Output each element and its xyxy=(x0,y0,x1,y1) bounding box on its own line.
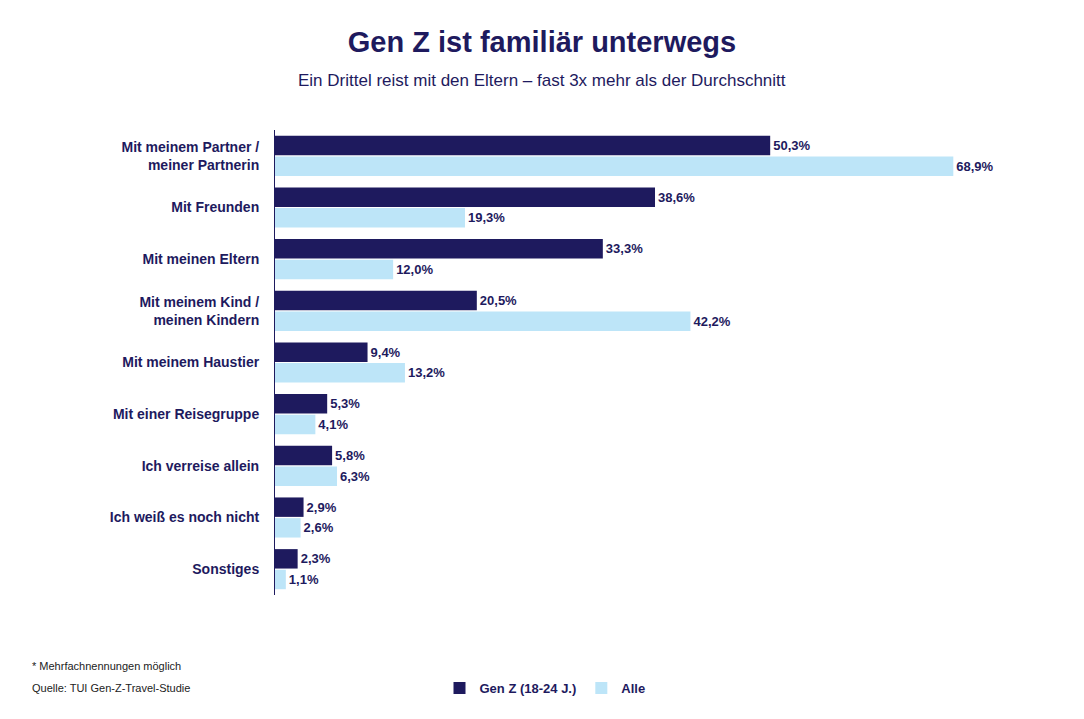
svg-text:42,2%: 42,2% xyxy=(693,314,730,329)
svg-text:Quelle: TUI Gen-Z-Travel-Studi: Quelle: TUI Gen-Z-Travel-Studie xyxy=(32,682,190,694)
svg-text:6,3%: 6,3% xyxy=(340,469,370,484)
svg-text:50,3%: 50,3% xyxy=(773,138,810,153)
svg-text:12,0%: 12,0% xyxy=(396,262,433,277)
svg-text:2,6%: 2,6% xyxy=(304,520,334,535)
svg-text:Mit meinen Eltern: Mit meinen Eltern xyxy=(143,251,260,267)
svg-text:38,6%: 38,6% xyxy=(658,190,695,205)
svg-text:Gen Z (18-24 J.): Gen Z (18-24 J.) xyxy=(480,681,577,696)
svg-text:5,8%: 5,8% xyxy=(335,448,365,463)
svg-text:19,3%: 19,3% xyxy=(468,210,505,225)
svg-text:Mit meinem Partner /meiner Par: Mit meinem Partner /meiner Partnerin xyxy=(121,139,259,173)
svg-text:Mit meinem Kind /meinen Kinder: Mit meinem Kind /meinen Kindern xyxy=(139,294,259,328)
svg-text:* Mehrfachnennungen möglich: * Mehrfachnennungen möglich xyxy=(32,660,181,672)
svg-text:1,1%: 1,1% xyxy=(289,572,319,587)
svg-text:Ich weiß es noch nicht: Ich weiß es noch nicht xyxy=(110,509,260,525)
svg-text:2,3%: 2,3% xyxy=(301,551,331,566)
svg-text:5,3%: 5,3% xyxy=(330,396,360,411)
svg-text:Ein Drittel reist mit den Elte: Ein Drittel reist mit den Eltern – fast … xyxy=(298,71,786,90)
svg-text:Mit meinem Haustier: Mit meinem Haustier xyxy=(122,354,259,370)
svg-text:Gen Z ist familiär unterwegs: Gen Z ist familiär unterwegs xyxy=(348,26,736,58)
svg-text:33,3%: 33,3% xyxy=(606,241,643,256)
svg-text:68,9%: 68,9% xyxy=(956,159,993,174)
svg-text:Mit Freunden: Mit Freunden xyxy=(171,199,259,215)
svg-text:Alle: Alle xyxy=(621,681,645,696)
svg-text:Ich verreise allein: Ich verreise allein xyxy=(142,458,260,474)
svg-text:2,9%: 2,9% xyxy=(307,500,337,515)
svg-text:9,4%: 9,4% xyxy=(371,345,401,360)
svg-text:4,1%: 4,1% xyxy=(318,417,348,432)
svg-text:Mit einer Reisegruppe: Mit einer Reisegruppe xyxy=(113,406,259,422)
svg-text:20,5%: 20,5% xyxy=(480,293,517,308)
svg-text:13,2%: 13,2% xyxy=(408,365,445,380)
svg-text:Sonstiges: Sonstiges xyxy=(192,561,259,577)
